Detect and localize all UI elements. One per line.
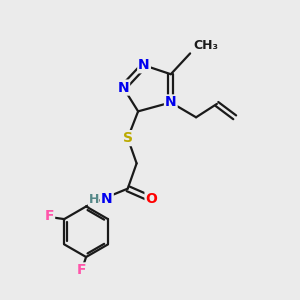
Text: CH₃: CH₃	[193, 39, 218, 52]
Text: N: N	[117, 81, 129, 94]
Text: H: H	[88, 193, 99, 206]
Text: F: F	[77, 263, 86, 278]
Text: O: O	[146, 192, 158, 206]
Text: S: S	[123, 131, 133, 145]
Text: F: F	[45, 209, 54, 223]
Text: N: N	[138, 58, 150, 72]
Text: N: N	[165, 95, 177, 110]
Text: N: N	[101, 192, 113, 206]
